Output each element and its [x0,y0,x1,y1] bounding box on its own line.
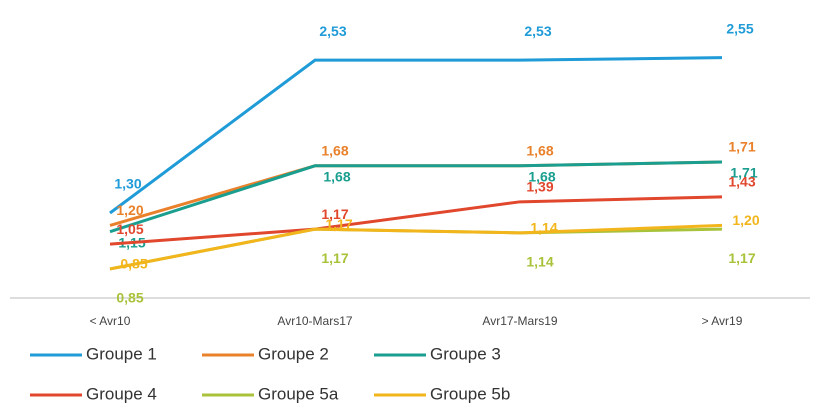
data-label: 1,68 [323,168,350,184]
data-label: 1,30 [114,176,141,192]
data-label: 1,68 [526,142,553,158]
x-tick-label: > Avr19 [702,314,743,328]
data-label: 1,17 [321,206,348,222]
data-label: 1,43 [728,174,755,190]
legend-label: Groupe 5b [430,384,510,403]
data-label: 1,68 [528,168,555,184]
legend-label: Groupe 3 [430,344,501,363]
legend-label: Groupe 4 [86,384,157,403]
series-line [109,227,723,271]
x-tick-label: Avr10-Mars17 [277,314,352,328]
data-label: 1,71 [730,165,757,181]
legend-label: Groupe 2 [258,344,329,363]
data-label: 1,20 [116,202,143,218]
x-tick-label: Avr17-Mars19 [482,314,557,328]
data-label: 1,20 [732,212,759,228]
data-label: 1,05 [116,221,143,237]
data-label: 1,14 [526,254,553,270]
data-label: 2,53 [524,23,551,39]
data-label: 1,17 [321,250,348,266]
data-label: 1,17 [728,250,755,266]
series-line [109,56,723,215]
data-label: 2,55 [726,20,753,36]
data-label: 1,68 [321,142,348,158]
data-label: 2,53 [319,23,346,39]
x-tick-label: < Avr10 [90,314,131,328]
legend-label: Groupe 5a [258,384,339,403]
data-label: 1,71 [728,139,755,155]
data-label: 0,85 [120,256,147,272]
legend-label: Groupe 1 [86,344,157,363]
data-label: 0,85 [116,290,143,306]
series-line [109,223,723,271]
data-label: 1,14 [530,220,557,236]
series-line [109,195,723,246]
series-line [109,160,723,234]
data-label: 1,39 [526,179,553,195]
data-label: 1,17 [325,216,352,232]
